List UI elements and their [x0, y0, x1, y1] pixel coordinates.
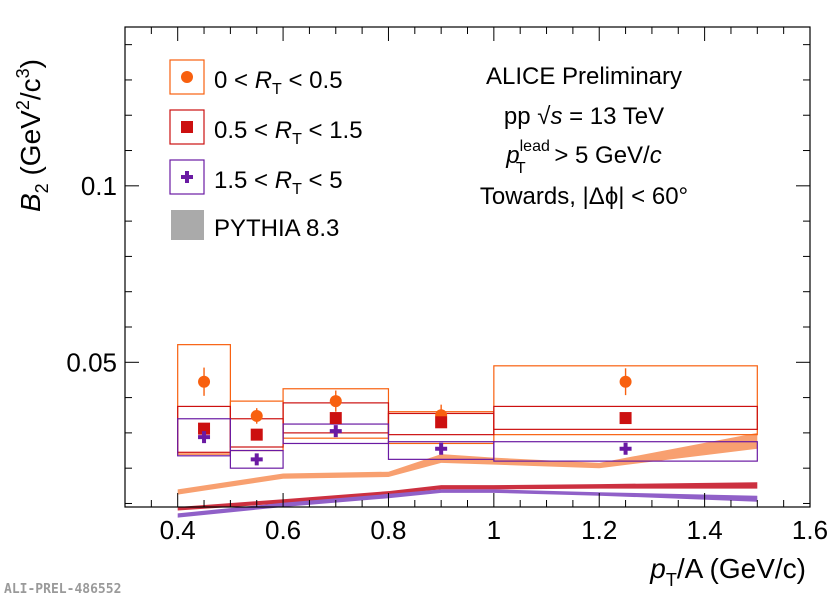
legend-entry-3: PYTHIA 8.3 [171, 210, 339, 242]
stat-error-bars [203, 367, 627, 463]
watermark: ALI-PREL-486552 [4, 582, 121, 597]
point-cross-p3 [435, 442, 448, 455]
trigger-sub: T [516, 160, 526, 177]
legend-entry-1: 0.5 < RT < 1.5 [169, 109, 363, 148]
legend-marker-circle [181, 71, 193, 83]
point-cross-p4 [619, 442, 632, 455]
legend-2-pre: 1.5 < [214, 167, 275, 194]
legend-entry-0: 0 < RT < 0.5 [169, 59, 343, 98]
legend-0-rsub: T [272, 81, 282, 98]
x-tick-label-3: 1 [487, 515, 501, 545]
legend-marker-square [181, 121, 193, 133]
point-circle-p2 [329, 395, 342, 408]
point-square-p3 [435, 416, 448, 429]
legend-marker-band [171, 210, 204, 240]
legend-marker-cross [181, 171, 193, 183]
legend-2-r: R [275, 167, 292, 194]
pythia-band-1 [177, 482, 758, 511]
legend-entry-2: 1.5 < RT < 5 [169, 159, 343, 198]
system-post: = 13 TeV [562, 103, 664, 130]
x-tick-label-2: 0.8 [370, 515, 406, 545]
legend-2-post: < 5 [302, 167, 343, 194]
system-s: s [550, 103, 562, 130]
sys-box-s2-p0 [177, 418, 231, 457]
x-tick-labels: 0.4 0.6 0.8 1 1.2 1.4 1.6 [160, 515, 828, 545]
trigger-p: p [505, 142, 519, 169]
data-markers [198, 375, 632, 466]
xlabel-sub: T [666, 570, 677, 590]
legend-3-label: PYTHIA 8.3 [214, 215, 339, 242]
region-label: Towards, |Δϕ| < 60° [480, 183, 688, 210]
system-pre: pp [504, 103, 537, 130]
trigger-post: > 5 GeV/ [548, 142, 650, 169]
x-axis-title: pT/A (GeV/c) [649, 553, 806, 590]
trigger-sup: lead [520, 138, 550, 155]
legend-1-r: R [275, 117, 292, 144]
info-block: ALICE Preliminary pp √s = 13 TeV plead T … [480, 63, 688, 210]
svg-text:0.5 < RT < 1.5: 0.5 < RT < 1.5 [214, 117, 363, 148]
legend-1-pre: 0.5 < [214, 117, 275, 144]
x-tick-label-1: 0.6 [265, 515, 301, 545]
trigger-label: plead T > 5 GeV/c [505, 138, 661, 177]
trigger-c: c [650, 142, 662, 169]
point-cross-p0 [198, 431, 211, 444]
legend-1-rsub: T [292, 131, 302, 148]
y-tick-labels: 0.05 0.1 [66, 171, 117, 377]
x-tick-label-4: 1.2 [581, 515, 617, 545]
x-tick-label-5: 1.4 [687, 515, 723, 545]
legend-2-rsub: T [292, 181, 302, 198]
xlabel-p: p [649, 553, 666, 584]
ylabel-close: ) [15, 59, 46, 68]
pythia-band-0 [177, 432, 758, 495]
point-square-p2 [329, 412, 342, 425]
sys-box-s1-p4 [493, 405, 758, 430]
pythia-band-2 [177, 489, 758, 518]
point-circle-p0 [198, 375, 211, 388]
y-axis-title: B2 (GeV2/c3) [13, 59, 52, 212]
ylabel-b: B [15, 193, 46, 212]
experiment-label: ALICE Preliminary [486, 63, 682, 90]
legend-0-r: R [255, 67, 272, 94]
axis-ticks [124, 27, 811, 507]
sys-box-s0-p0 [177, 344, 231, 455]
pythia-bands [177, 432, 758, 518]
x-tick-label-6: 1.6 [792, 515, 828, 545]
svg-text:0 < RT < 0.5: 0 < RT < 0.5 [214, 67, 343, 98]
system-label: pp √s = 13 TeV [504, 103, 664, 130]
ylabel-sup1: 2 [13, 100, 33, 110]
system-sqrt: √ [537, 103, 551, 130]
ylabel-open: (GeV [15, 110, 46, 183]
xlabel-rest: /A (GeV/c) [677, 553, 806, 584]
point-square-p0 [198, 422, 211, 435]
ylabel-sup2: 3 [13, 68, 33, 78]
point-cross-p2 [329, 425, 342, 438]
point-square-p4 [619, 412, 632, 425]
x-tick-label-0: 0.4 [160, 515, 196, 545]
legend-0-pre: 0 < [214, 67, 255, 94]
svg-text:1.5 < RT < 5: 1.5 < RT < 5 [214, 167, 343, 198]
sys-box-s0-p4 [493, 365, 758, 436]
legend-1-post: < 1.5 [302, 117, 363, 144]
sys-box-s2-p4 [493, 441, 758, 462]
legend-0-post: < 0.5 [282, 67, 343, 94]
ylabel-mid: /c [15, 78, 46, 100]
ylabel-sub: 2 [32, 183, 52, 193]
y-tick-label-0: 0.05 [66, 347, 117, 377]
point-circle-p1 [250, 409, 263, 422]
y-tick-label-1: 0.1 [81, 171, 117, 201]
point-circle-p4 [619, 375, 632, 388]
point-square-p1 [250, 428, 263, 441]
sys-box-s2-p1 [229, 449, 284, 469]
legend: 0 < RT < 0.5 0.5 < RT < 1.5 1.5 < RT < 5… [169, 59, 363, 242]
point-cross-p1 [250, 453, 263, 466]
